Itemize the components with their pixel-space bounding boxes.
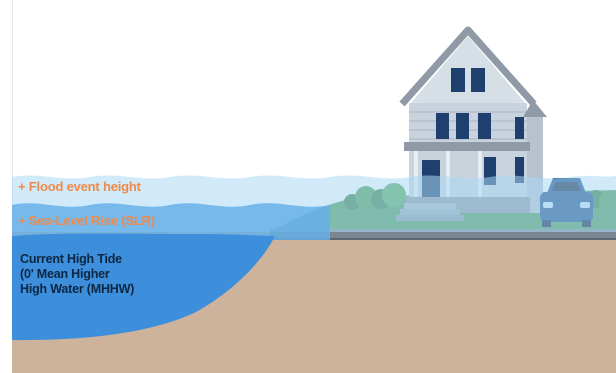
tide-label-line: (0' Mean Higher: [20, 267, 110, 281]
tide-label-line: Current High Tide: [20, 252, 122, 266]
tide-water-layer: [12, 233, 275, 341]
road-edge: [270, 238, 616, 240]
road: [270, 229, 616, 238]
flood-event-label: + Flood event height: [18, 179, 141, 194]
tide-label-line: High Water (MHHW): [20, 282, 135, 296]
current-high-tide-label: Current High Tide (0' Mean Higher High W…: [20, 252, 134, 297]
slr-water-layer: [12, 203, 330, 240]
sea-level-rise-label: + Sea-Level Rise (SLR): [18, 213, 155, 228]
